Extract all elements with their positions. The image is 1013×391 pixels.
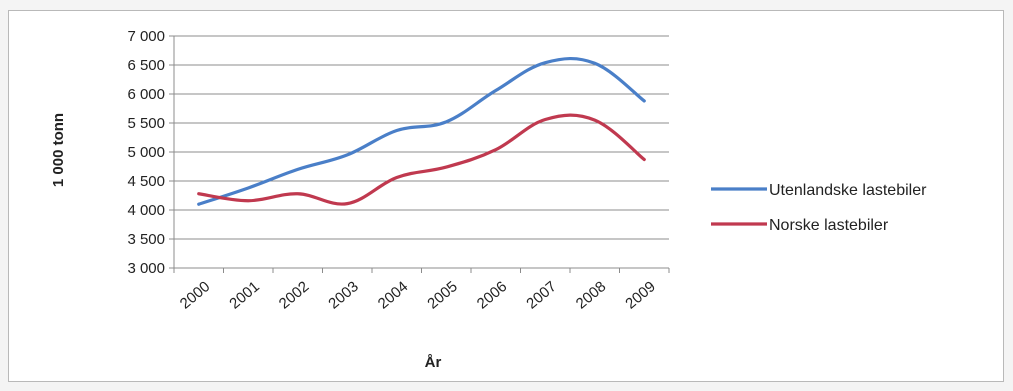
y-tick-label: 4 500 (127, 173, 165, 190)
line-chart: 7 000 6 500 6 000 5 500 5 000 4 500 4 000 3 500… (50, 28, 927, 371)
y-tick-label: 3 000 (127, 260, 165, 277)
legend-label: Utenlandske lastebiler (769, 182, 927, 199)
x-tick-label: 2004 (375, 278, 411, 312)
y-tick-label: 4 000 (127, 202, 165, 219)
y-tick-label: 5 500 (127, 115, 165, 132)
series-line-utenlandske (197, 56, 646, 206)
x-tick-label: 2005 (424, 278, 460, 312)
y-tick-label: 6 000 (127, 86, 165, 103)
series-lines (197, 56, 646, 206)
x-tick-label: 2008 (573, 278, 609, 312)
legend-label: Norske lastebiler (769, 217, 889, 234)
y-tick-label: 5 000 (127, 144, 165, 161)
x-tick-label: 2006 (474, 278, 510, 312)
x-tick-label: 2002 (276, 278, 312, 312)
y-tick-label: 3 500 (127, 231, 165, 248)
series-line-norske (197, 113, 646, 206)
y-tick-labels: 7 000 6 500 6 000 5 500 5 000 4 500 4 000 3 500… (127, 28, 165, 277)
axes (169, 35, 670, 273)
x-tick-label: 2007 (523, 278, 559, 312)
x-axis-title: År (425, 354, 442, 371)
x-tick-label: 2009 (622, 278, 658, 312)
x-tick-labels: 2000 2001 2002 2003 2004 2005 2006 2007 2008 2009 (177, 278, 659, 312)
y-tick-label: 6 500 (127, 57, 165, 74)
legend: Utenlandske lastebiler Norske lastebiler (711, 182, 927, 234)
y-axis-title: 1 000 tonn (50, 113, 67, 187)
x-tick-label: 2001 (226, 278, 262, 312)
x-tick-label: 2003 (325, 278, 361, 312)
x-tick-label: 2000 (177, 278, 213, 312)
gridlines (174, 35, 669, 240)
chart-frame: 7 000 6 500 6 000 5 500 5 000 4 500 4 000 3 500… (8, 10, 1004, 382)
y-tick-label: 7 000 (127, 28, 165, 45)
